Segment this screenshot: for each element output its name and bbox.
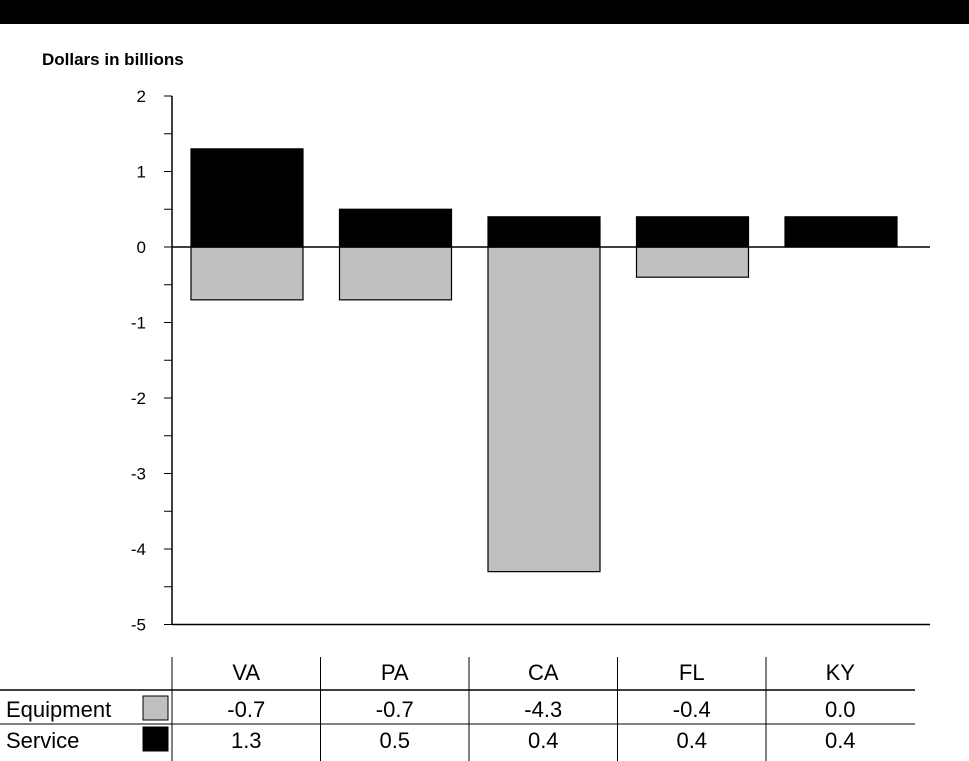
series-name: Service	[6, 728, 79, 753]
data-value: 0.0	[825, 697, 856, 722]
data-value: 0.4	[528, 728, 559, 753]
y-tick-label: -5	[131, 616, 146, 635]
bar-equipment-va	[190, 246, 304, 301]
y-tick-label: -3	[131, 465, 146, 484]
data-value: 0.4	[825, 728, 856, 753]
bar-equipment-pa	[338, 246, 453, 301]
data-value: 0.4	[676, 728, 707, 753]
y-tick-label: 0	[137, 238, 146, 257]
data-value: -0.7	[376, 697, 414, 722]
bar-equipment-fl	[635, 246, 750, 278]
y-axis-label: Dollars in billions	[42, 50, 184, 69]
series-name: Equipment	[6, 697, 111, 722]
y-tick-label: -2	[131, 389, 146, 408]
y-tick-label: 2	[137, 87, 146, 106]
data-value: 1.3	[231, 728, 262, 753]
y-tick-label: -4	[131, 540, 146, 559]
bar-service-fl	[635, 216, 750, 248]
category-header: KY	[826, 660, 856, 685]
data-value: -0.7	[227, 697, 265, 722]
bar-service-va	[190, 148, 304, 248]
data-value: -0.4	[673, 697, 711, 722]
y-tick-label: 1	[137, 163, 146, 182]
category-header: VA	[232, 660, 260, 685]
data-value: -4.3	[524, 697, 562, 722]
bar-service-pa	[338, 208, 453, 248]
legend-swatch	[142, 726, 169, 752]
data-value: 0.5	[379, 728, 410, 753]
bar-service-ca	[487, 216, 601, 248]
bar-service-ky	[784, 216, 898, 248]
y-tick-label: -1	[131, 314, 146, 333]
category-header: CA	[528, 660, 559, 685]
legend-swatch	[142, 695, 169, 721]
top-banner	[0, 0, 969, 24]
bar-equipment-ca	[487, 246, 601, 573]
category-header: PA	[381, 660, 409, 685]
category-header: FL	[679, 660, 705, 685]
